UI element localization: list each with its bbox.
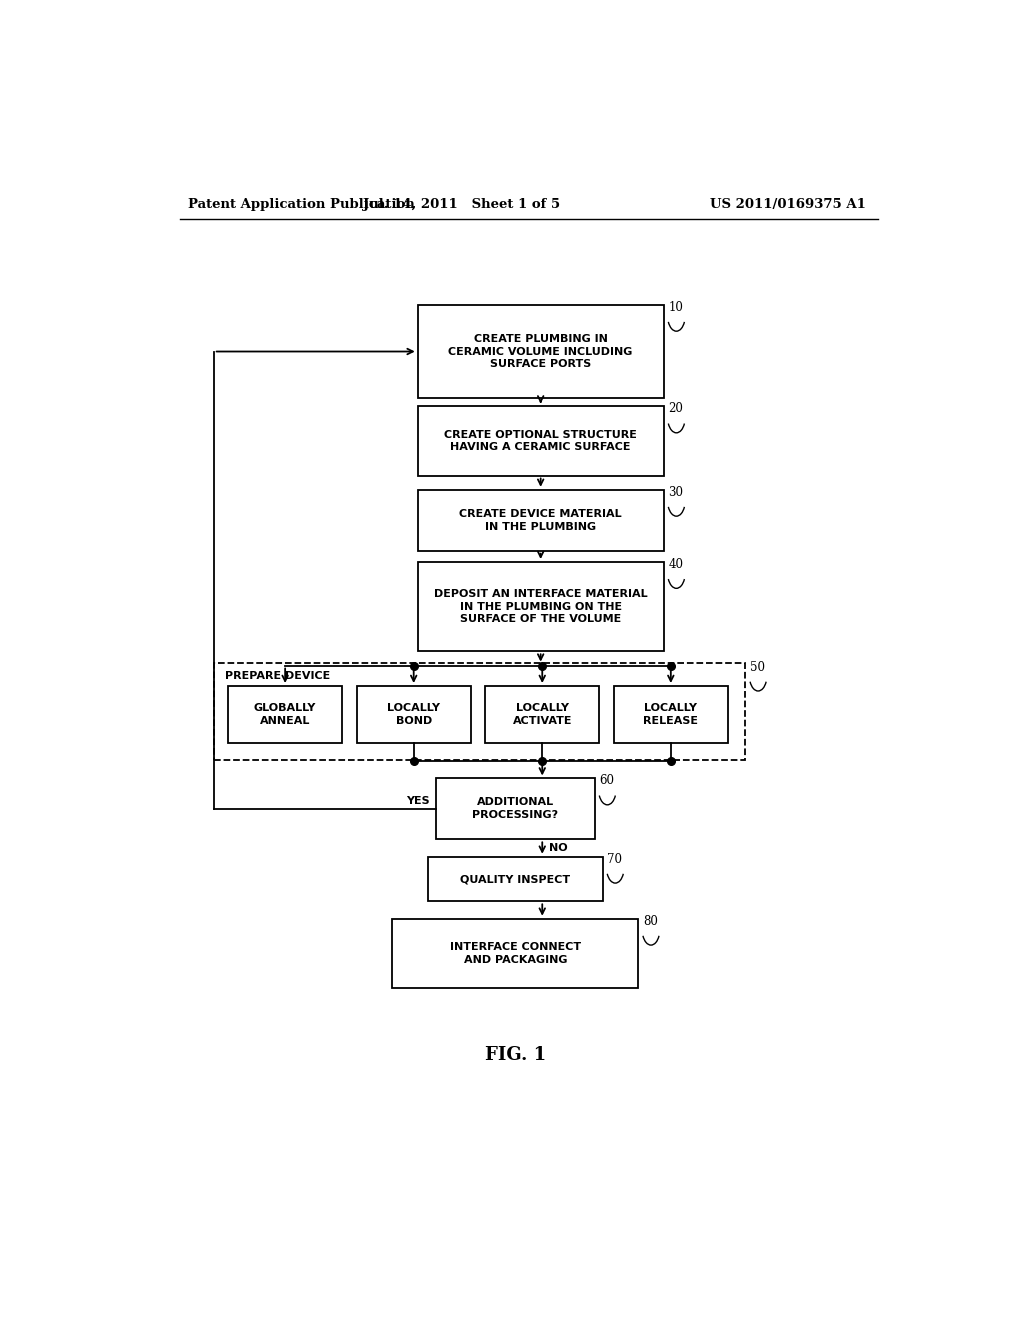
Text: FIG. 1: FIG. 1 — [484, 1045, 546, 1064]
Text: 60: 60 — [599, 775, 614, 787]
Text: 20: 20 — [669, 403, 683, 416]
FancyBboxPatch shape — [485, 686, 599, 743]
Text: LOCALLY
BOND: LOCALLY BOND — [387, 704, 440, 726]
FancyBboxPatch shape — [418, 562, 664, 651]
Text: 40: 40 — [669, 558, 683, 570]
Text: NO: NO — [549, 843, 567, 854]
FancyBboxPatch shape — [418, 305, 664, 399]
FancyBboxPatch shape — [228, 686, 342, 743]
Text: 30: 30 — [669, 486, 683, 499]
FancyBboxPatch shape — [428, 857, 602, 902]
Text: Jul. 14, 2011   Sheet 1 of 5: Jul. 14, 2011 Sheet 1 of 5 — [362, 198, 560, 211]
Text: CREATE OPTIONAL STRUCTURE
HAVING A CERAMIC SURFACE: CREATE OPTIONAL STRUCTURE HAVING A CERAM… — [444, 429, 637, 453]
Text: LOCALLY
RELEASE: LOCALLY RELEASE — [643, 704, 698, 726]
Text: QUALITY INSPECT: QUALITY INSPECT — [460, 874, 570, 884]
Text: ADDITIONAL
PROCESSING?: ADDITIONAL PROCESSING? — [472, 797, 558, 820]
Text: LOCALLY
ACTIVATE: LOCALLY ACTIVATE — [512, 704, 572, 726]
FancyBboxPatch shape — [392, 919, 638, 987]
Text: US 2011/0169375 A1: US 2011/0169375 A1 — [711, 198, 866, 211]
Text: 10: 10 — [669, 301, 683, 314]
Text: CREATE DEVICE MATERIAL
IN THE PLUMBING: CREATE DEVICE MATERIAL IN THE PLUMBING — [460, 508, 622, 532]
Text: 80: 80 — [643, 915, 658, 928]
Text: 50: 50 — [751, 660, 765, 673]
FancyBboxPatch shape — [214, 663, 745, 760]
Text: 70: 70 — [607, 853, 623, 866]
Text: CREATE PLUMBING IN
CERAMIC VOLUME INCLUDING
SURFACE PORTS: CREATE PLUMBING IN CERAMIC VOLUME INCLUD… — [449, 334, 633, 370]
Text: YES: YES — [406, 796, 430, 805]
Text: Patent Application Publication: Patent Application Publication — [187, 198, 415, 211]
FancyBboxPatch shape — [418, 490, 664, 550]
FancyBboxPatch shape — [436, 779, 595, 840]
Text: PREPARE DEVICE: PREPARE DEVICE — [225, 671, 330, 681]
Text: DEPOSIT AN INTERFACE MATERIAL
IN THE PLUMBING ON THE
SURFACE OF THE VOLUME: DEPOSIT AN INTERFACE MATERIAL IN THE PLU… — [434, 589, 647, 624]
Text: INTERFACE CONNECT
AND PACKAGING: INTERFACE CONNECT AND PACKAGING — [450, 942, 581, 965]
FancyBboxPatch shape — [418, 407, 664, 475]
FancyBboxPatch shape — [356, 686, 471, 743]
FancyBboxPatch shape — [613, 686, 728, 743]
Text: GLOBALLY
ANNEAL: GLOBALLY ANNEAL — [254, 704, 316, 726]
